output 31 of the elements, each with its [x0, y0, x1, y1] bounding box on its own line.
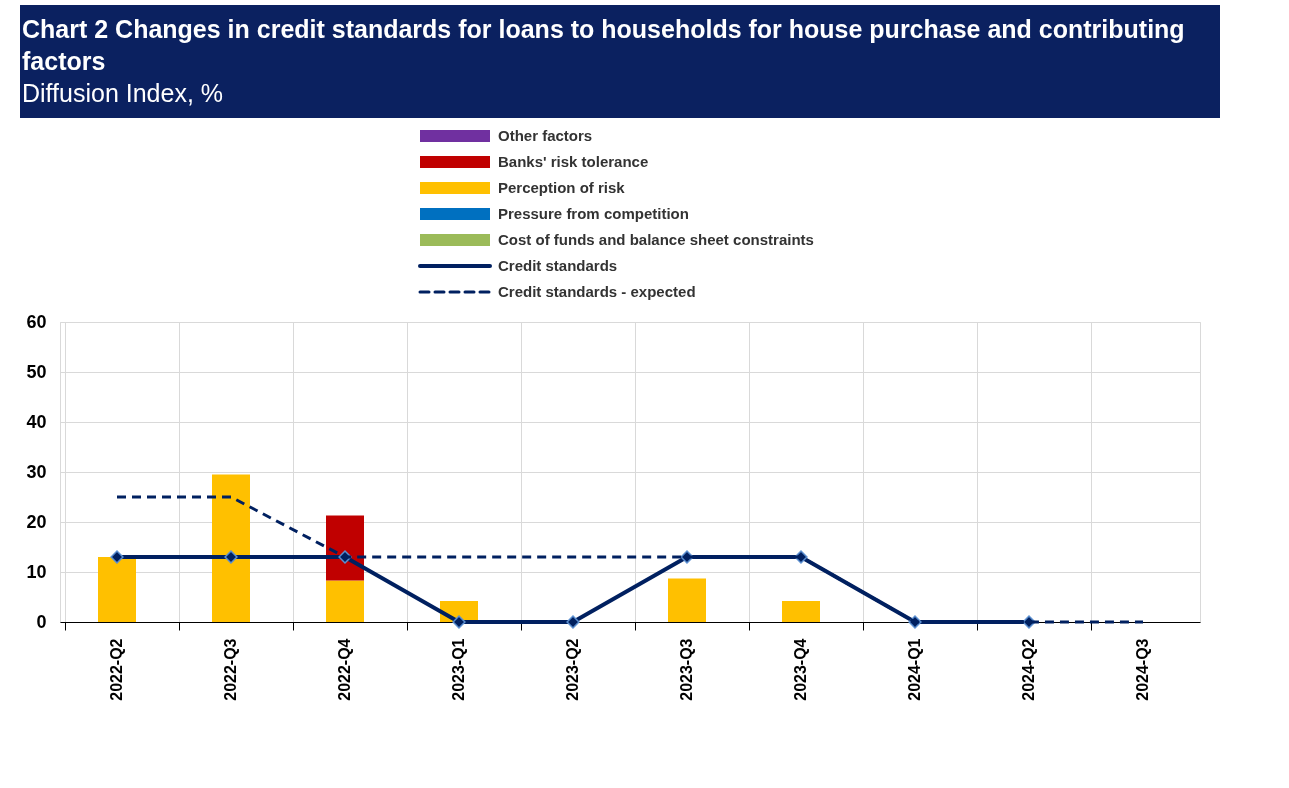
legend-label: Credit standards - expected — [498, 283, 696, 300]
x-tick-label: 2023-Q2 — [564, 638, 581, 701]
x-tick-label: 2023-Q4 — [792, 638, 809, 701]
legend-label: Perception of risk — [498, 179, 626, 196]
x-tick-label: 2024-Q1 — [906, 638, 923, 701]
bar — [98, 557, 136, 622]
legend-label: Credit standards — [498, 257, 618, 274]
y-tick-label: 50 — [26, 361, 47, 382]
chart-subtitle: Diffusion Index, % — [22, 79, 224, 107]
x-tick-label: 2022-Q4 — [336, 638, 353, 701]
x-tick-label: 2022-Q3 — [222, 638, 239, 701]
x-tick-label: 2024-Q2 — [1020, 638, 1037, 701]
y-tick-label: 20 — [26, 511, 47, 532]
legend-label: Other factors — [498, 127, 593, 144]
bar — [326, 580, 364, 622]
legend-label: Cost of funds and balance sheet constraints — [498, 231, 814, 248]
y-tick-label: 60 — [26, 311, 47, 332]
x-tick-label: 2022-Q2 — [108, 638, 125, 701]
legend-label: Pressure from competition — [498, 205, 689, 222]
chart-title: Chart 2 Changes in credit standards for loans to households for house purchase and contributing factors — [22, 15, 1185, 75]
x-tick-label: 2023-Q3 — [678, 638, 695, 701]
y-tick-label: 30 — [26, 461, 47, 482]
bar — [668, 578, 706, 622]
y-tick-label: 10 — [26, 561, 47, 582]
bar — [782, 601, 820, 622]
y-tick-label: 40 — [26, 411, 47, 432]
x-tick-label: 2024-Q3 — [1134, 638, 1151, 701]
bar — [212, 474, 250, 622]
legend-label: Banks' risk tolerance — [498, 153, 649, 170]
y-tick-label: 0 — [36, 611, 47, 632]
x-tick-label: 2023-Q1 — [450, 638, 467, 701]
